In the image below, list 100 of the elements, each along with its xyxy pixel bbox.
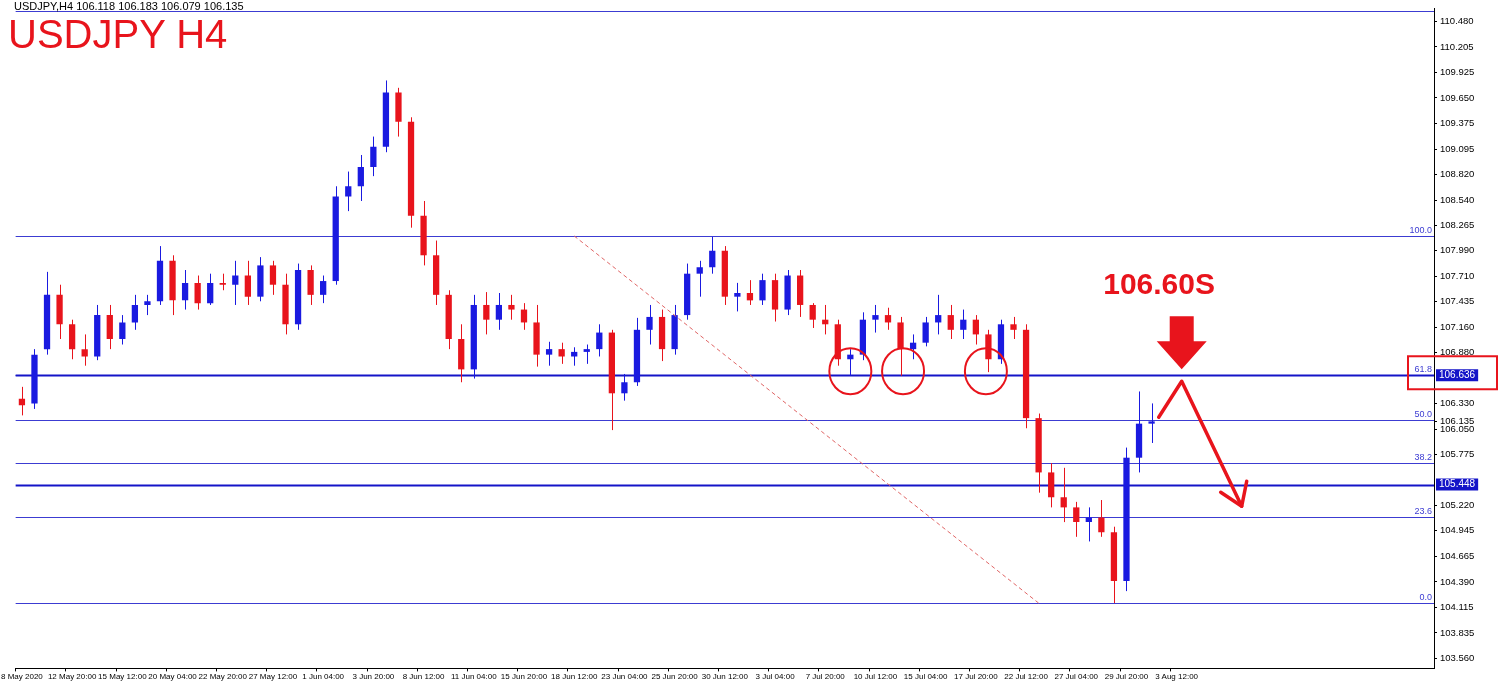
x-tick-label: 15 May 12:00	[98, 672, 148, 682]
candlestick	[1073, 501, 1080, 538]
candlestick	[345, 171, 352, 212]
candlestick	[696, 260, 703, 298]
y-tick-label: 109.925	[1440, 66, 1475, 78]
x-tick-label: 10 Jul 12:00	[853, 672, 898, 682]
y-tick-label: 103.560	[1440, 651, 1475, 663]
x-tick-label: 8 Jun 12:00	[402, 672, 446, 682]
candlestick	[181, 269, 189, 311]
candlestick	[131, 294, 139, 331]
y-tick-label: 107.435	[1440, 295, 1475, 307]
x-tick-label: 22 Jul 12:00	[1004, 672, 1049, 682]
candlestick	[269, 260, 277, 296]
candlestick	[495, 292, 503, 331]
x-tick-label: 15 Jun 20:00	[500, 672, 548, 682]
annotation: 0.0	[1419, 592, 1432, 603]
y-tick-label: 106.880	[1440, 346, 1475, 358]
y-tick-label: 108.265	[1440, 219, 1475, 230]
candlestick	[244, 260, 251, 306]
x-tick-label: 15 Jul 04:00	[903, 672, 948, 682]
y-tick-label: 104.115	[1440, 600, 1474, 612]
y-tick-label: 106.135	[1440, 414, 1475, 426]
candlestick	[483, 291, 490, 335]
y-tick-label: 110.480	[1440, 15, 1474, 27]
x-tick-label: 3 Jul 04:00	[755, 672, 796, 682]
x-tick-label: 12 May 20:00	[47, 672, 97, 682]
candlestick	[922, 316, 929, 347]
candlestick	[960, 309, 967, 340]
y-tick-label: 107.160	[1440, 320, 1475, 332]
candlestick	[1148, 402, 1155, 444]
y-tick-label: 109.375	[1440, 116, 1475, 128]
x-tick-label: 30 Jun 12:00	[701, 672, 749, 682]
x-tick-label: 20 May 04:00	[148, 672, 198, 682]
candlestick	[545, 341, 553, 367]
candlestick	[596, 323, 603, 357]
candlestick	[357, 154, 364, 202]
candlestick	[884, 307, 892, 331]
y-tick-label: 108.540	[1440, 193, 1475, 205]
x-tick-label: 23 Jun 04:00	[601, 672, 649, 682]
candlestick	[558, 342, 565, 365]
y-tick-label: 105.220	[1440, 499, 1475, 511]
y-tick-label: 110.205	[1440, 40, 1474, 52]
annotation: 50.0	[1414, 408, 1432, 419]
x-tick-label: 18 Jun 12:00	[551, 672, 598, 682]
annotation: 23.6	[1414, 505, 1432, 516]
candlestick	[81, 333, 88, 367]
annotation: 106.60S	[1102, 267, 1216, 302]
x-tick-label: 7 Jul 20:00	[805, 672, 846, 682]
x-tick-label: 11 Jun 04:00	[450, 672, 498, 682]
x-tick-label: 8 May 2020	[1, 672, 44, 682]
candlestick	[621, 373, 628, 402]
annotation: 61.8	[1414, 364, 1432, 375]
x-tick-label: 3 Jun 20:00	[352, 672, 395, 682]
chart-title: USDJPY H4	[8, 12, 228, 56]
candlestick	[1010, 316, 1017, 340]
candlestick	[370, 136, 377, 177]
y-tick-label: 107.710	[1440, 270, 1475, 282]
candlestick	[972, 314, 979, 346]
candlestick	[935, 294, 942, 335]
candlestick	[119, 314, 126, 346]
y-tick-label: 107.990	[1440, 244, 1475, 256]
x-tick-label: 29 Jul 20:00	[1104, 672, 1149, 682]
candlestick	[872, 304, 879, 334]
candlestick	[320, 275, 327, 304]
y-tick-label: 104.390	[1440, 575, 1475, 587]
x-tick-label: 3 Aug 12:00	[1155, 672, 1199, 682]
candlestick	[909, 333, 917, 360]
x-tick-label: 25 Jun 20:00	[651, 672, 699, 682]
candlestick	[106, 304, 113, 350]
y-tick-label: 104.945	[1440, 524, 1475, 536]
candlestick	[1060, 467, 1067, 523]
candlestick	[194, 275, 201, 311]
candlestick	[232, 260, 239, 306]
x-tick-label: 22 May 20:00	[198, 672, 248, 682]
y-tick-label: 109.095	[1440, 142, 1475, 154]
candlestick	[646, 304, 653, 346]
candlestick	[508, 294, 515, 321]
candlestick	[207, 273, 214, 306]
y-tick-label: 105.775	[1440, 448, 1475, 460]
ref-line-label: 106.636	[1439, 369, 1476, 381]
y-tick-label: 106.330	[1440, 397, 1475, 409]
x-tick-label: 1 Jun 04:00	[302, 672, 345, 682]
candlestick	[809, 302, 816, 329]
candlestick	[144, 294, 151, 316]
candlestick	[709, 236, 716, 275]
chart-subtitle: USDJPY,H4 106.118 106.183 106.079 106.135	[14, 0, 244, 12]
y-tick-label: 103.835	[1440, 626, 1475, 638]
x-tick-label: 27 Jul 04:00	[1054, 672, 1099, 682]
annotation: 100.0	[1409, 224, 1432, 235]
candlestick	[583, 344, 590, 365]
y-tick-label: 109.650	[1440, 91, 1475, 103]
x-tick-label: 17 Jul 20:00	[954, 672, 999, 682]
candlestick	[759, 273, 766, 306]
candlestick	[947, 304, 954, 340]
ref-line-label: 105.448	[1439, 478, 1476, 490]
x-tick-label: 27 May 12:00	[248, 672, 298, 682]
candlestick	[746, 279, 754, 306]
candlestick	[1098, 499, 1105, 538]
candlestick	[734, 282, 741, 312]
candlestick	[18, 386, 26, 416]
